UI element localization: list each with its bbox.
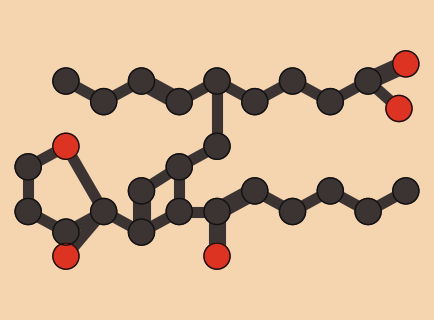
Circle shape — [166, 198, 192, 225]
Circle shape — [91, 89, 117, 115]
Circle shape — [279, 68, 306, 94]
Circle shape — [53, 68, 79, 94]
Circle shape — [128, 178, 155, 204]
Circle shape — [317, 178, 343, 204]
Circle shape — [355, 68, 381, 94]
Circle shape — [53, 219, 79, 245]
Circle shape — [393, 178, 419, 204]
Circle shape — [53, 243, 79, 269]
Circle shape — [128, 219, 155, 245]
Circle shape — [393, 51, 419, 77]
Circle shape — [204, 133, 230, 159]
Circle shape — [386, 95, 412, 122]
Circle shape — [204, 198, 230, 225]
Circle shape — [128, 68, 155, 94]
Circle shape — [204, 243, 230, 269]
Circle shape — [242, 89, 268, 115]
Circle shape — [15, 154, 41, 180]
Circle shape — [53, 133, 79, 159]
Circle shape — [317, 89, 343, 115]
Circle shape — [15, 198, 41, 225]
Circle shape — [204, 68, 230, 94]
Circle shape — [91, 198, 117, 225]
Circle shape — [279, 198, 306, 225]
Circle shape — [242, 178, 268, 204]
Circle shape — [355, 198, 381, 225]
Circle shape — [166, 89, 192, 115]
Circle shape — [166, 154, 192, 180]
